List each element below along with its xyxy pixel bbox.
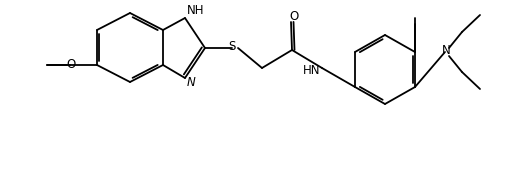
Text: HN: HN — [302, 64, 320, 77]
Text: N: N — [187, 76, 196, 89]
Text: O: O — [290, 10, 299, 23]
Text: N: N — [441, 44, 451, 57]
Text: O: O — [67, 57, 76, 70]
Text: S: S — [228, 41, 236, 54]
Text: NH: NH — [187, 4, 205, 17]
